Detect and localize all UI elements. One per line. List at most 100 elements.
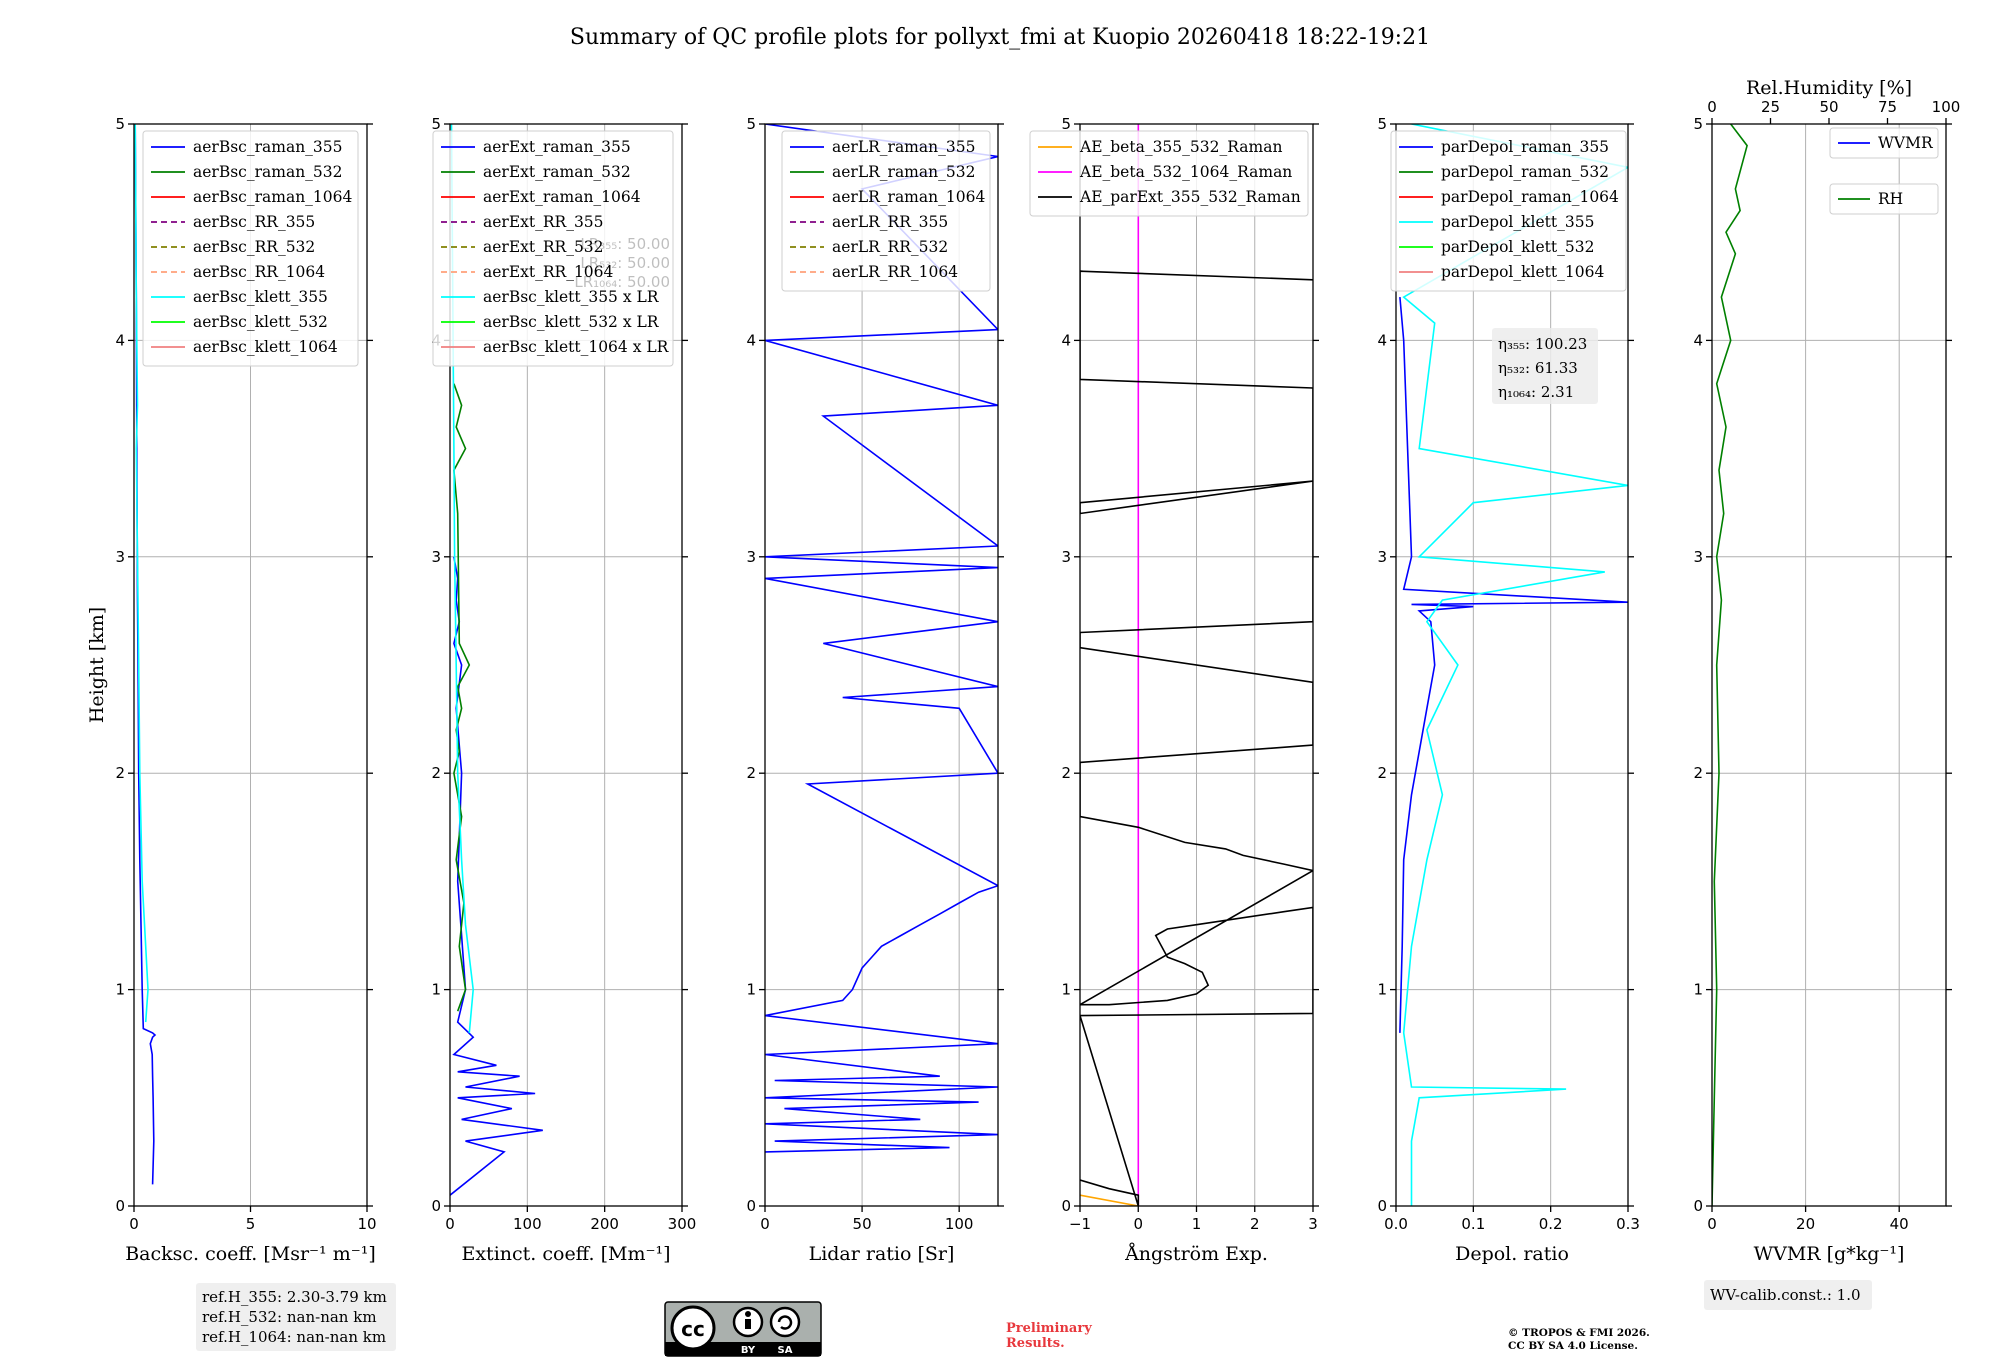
- legend-entry: aerExt_raman_355: [483, 138, 631, 156]
- x-tick-label: 2: [1250, 1215, 1260, 1233]
- legend-entry: aerBsc_RR_355: [193, 213, 315, 231]
- y-tick-label: 1: [115, 981, 125, 999]
- x-tick-label: 0: [1707, 1215, 1717, 1233]
- series-aerExt_raman_355: [450, 556, 543, 1196]
- x-axis-label: Ångström Exp.: [1124, 1243, 1268, 1265]
- y-tick-label: 0: [115, 1197, 125, 1215]
- y-tick-label: 3: [431, 548, 441, 566]
- series-aerLR_raman_355: [765, 124, 998, 1153]
- legend-entry: aerBsc_klett_1064 x LR: [483, 338, 670, 356]
- panel-backscatter: 0 5 10 0 1 2 3 4 5 Backsc. coeff. [Msr⁻¹ m⁻¹] Heig…: [86, 115, 396, 1351]
- y-tick-label: 4: [746, 331, 756, 349]
- preliminary-label: Preliminary: [1006, 1321, 1092, 1336]
- x-tick-label: 0.0: [1384, 1215, 1408, 1233]
- legend-entry: parDepol_raman_1064: [1441, 188, 1619, 206]
- y-tick-label: 3: [1377, 548, 1387, 566]
- x-tick-label: 200: [590, 1215, 619, 1233]
- x-tick-label: 0: [129, 1215, 139, 1233]
- legend-entry: aerBsc_raman_1064: [193, 188, 353, 206]
- y-tick-label: 2: [115, 764, 125, 782]
- ref-height-label: ref.H_532: nan-nan km: [202, 1308, 377, 1326]
- y-tick-label: 4: [1693, 331, 1703, 349]
- x-axis-label: WVMR [g*kg⁻¹]: [1754, 1243, 1905, 1265]
- y-tick-label: 1: [1061, 981, 1071, 999]
- legend-box: [781, 130, 991, 292]
- legend-entry: aerLR_raman_532: [832, 163, 975, 181]
- legend-entry: parDepol_raman_355: [1441, 138, 1609, 156]
- x-tick-label: 3: [1308, 1215, 1318, 1233]
- axes-frame: [1711, 123, 1947, 1207]
- y-tick-label: 3: [1061, 548, 1071, 566]
- y-tick-label: 1: [746, 981, 756, 999]
- legend-entry: AE_beta_532_1064_Raman: [1079, 163, 1292, 181]
- wv-calib-box: [1704, 1280, 1872, 1310]
- panel-depol: 0.0 0.1 0.2 0.3 0 1 2 3 4 5 Depol. ratio parDepol_r…: [1377, 115, 1639, 1265]
- figure-title: Summary of QC profile plots for pollyxt_…: [570, 25, 1430, 50]
- y-tick-label: 4: [1061, 331, 1071, 349]
- y-tick-label: 3: [115, 548, 125, 566]
- y-tick-label: 1: [431, 981, 441, 999]
- series-parDepol_klett_355: [1402, 124, 1628, 1206]
- svg-text:cc: cc: [681, 1317, 705, 1341]
- x-tick-label: 100: [513, 1215, 542, 1233]
- license-line: CC BY SA 4.0 License.: [1508, 1340, 1638, 1352]
- legend-entry: aerBsc_klett_532 x LR: [483, 313, 660, 331]
- y-tick-label: 1: [1693, 981, 1703, 999]
- eta-label: η₃₅₅: 100.23: [1498, 335, 1587, 353]
- y-tick-label: 5: [1061, 115, 1071, 133]
- top-x-axis-label: Rel.Humidity [%]: [1746, 77, 1912, 99]
- legend-entry: RH: [1878, 190, 1903, 208]
- legend-box: [1829, 127, 1939, 159]
- top-x-tick-label: 75: [1878, 98, 1897, 116]
- series-AE_beta_355_532_Raman: [1080, 1194, 1139, 1206]
- y-tick-label: 2: [1693, 764, 1703, 782]
- legend-entry: parDepol_klett_532: [1441, 238, 1594, 256]
- legend-entry: aerBsc_RR_1064: [193, 263, 325, 281]
- cc-icon: [670, 1305, 716, 1351]
- legend-entry: AE_parExt_355_532_Raman: [1079, 188, 1301, 206]
- x-tick-label: −1: [1069, 1215, 1091, 1233]
- legend-entry: aerExt_raman_1064: [483, 188, 641, 206]
- y-tick-label: 2: [1377, 764, 1387, 782]
- legend-box: [432, 130, 674, 367]
- axes-frame: [764, 123, 999, 1207]
- eta-label: η₅₃₂: 61.33: [1498, 359, 1578, 377]
- lr-label: LR₅₃₂: 50.00: [580, 254, 670, 272]
- y-tick-label: 0: [1377, 1197, 1387, 1215]
- x-tick-label: 100: [945, 1215, 974, 1233]
- x-tick-label: 1: [1192, 1215, 1202, 1233]
- legend-entry: aerLR_RR_1064: [832, 263, 958, 281]
- legend-entry: AE_beta_355_532_Raman: [1079, 138, 1282, 156]
- x-tick-label: 10: [357, 1215, 376, 1233]
- sa-share-alike-icon: [769, 1306, 801, 1338]
- x-axis-label: Backsc. coeff. [Msr⁻¹ m⁻¹]: [125, 1243, 376, 1265]
- legend-box: [1829, 183, 1939, 215]
- legend-entry: aerLR_raman_1064: [832, 188, 985, 206]
- panel-wvmr: 0 20 40 0 1 2 3 4 5 WVMR [g*kg⁻¹] 0 25 50 75 100 Rel.Hu…: [1693, 77, 1960, 1310]
- legend-entry: aerBsc_RR_532: [193, 238, 315, 256]
- top-x-tick-label: 25: [1761, 98, 1780, 116]
- series-RH: [1712, 124, 1748, 1206]
- y-tick-label: 3: [1693, 548, 1703, 566]
- y-tick-label: 5: [1377, 115, 1387, 133]
- legend-entry: parDepol_raman_532: [1441, 163, 1609, 181]
- series-AE_parExt_355_532_Raman: [1080, 270, 1313, 1206]
- y-tick-label: 5: [1693, 115, 1703, 133]
- legend-box: [1029, 130, 1309, 217]
- y-tick-label: 2: [746, 764, 756, 782]
- svg-text:BY: BY: [741, 1345, 756, 1356]
- legend-box: [142, 130, 359, 367]
- y-tick-label: 0: [1693, 1197, 1703, 1215]
- y-tick-label: 2: [1061, 764, 1071, 782]
- y-tick-label: 2: [431, 764, 441, 782]
- axes-frame: [1395, 123, 1629, 1207]
- y-tick-label: 5: [746, 115, 756, 133]
- eta-box: [1492, 328, 1598, 404]
- legend-entry: aerBsc_klett_355: [193, 288, 328, 306]
- panel-lidar_ratio: 0 50 100 0 1 2 3 4 5 Lidar ratio [Sr] aerLR_raman_…: [746, 115, 1004, 1265]
- legend-entry: parDepol_klett_1064: [1441, 263, 1604, 281]
- x-tick-label: 5: [246, 1215, 256, 1233]
